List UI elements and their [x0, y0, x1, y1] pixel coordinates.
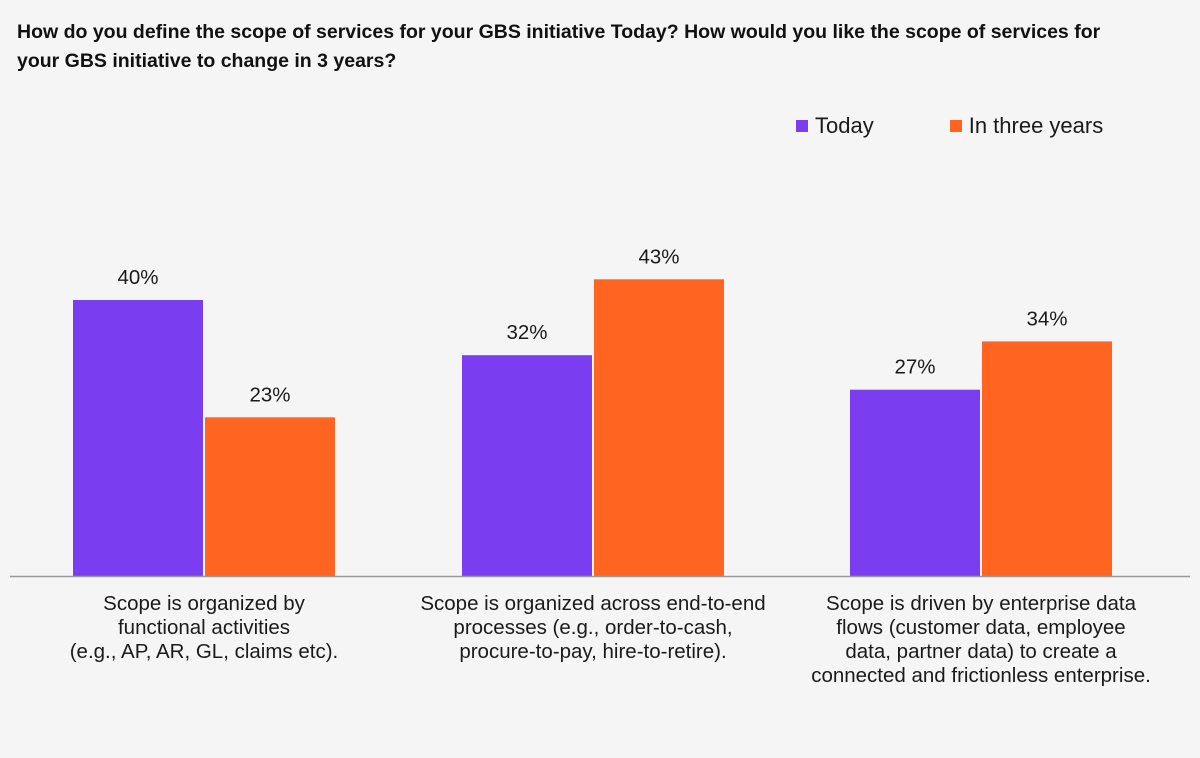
bar-in-three-years-0 — [205, 417, 335, 576]
bar-today-0 — [73, 300, 203, 576]
data-label-in-three-years-0: 23% — [249, 383, 290, 406]
legend: Today In three years — [796, 113, 1103, 139]
bar-in-three-years-1 — [594, 279, 724, 576]
data-label-today-0: 40% — [117, 266, 158, 289]
category-label-data-flows: Scope is driven by enterprise data flows… — [811, 592, 1151, 687]
category-label-end-to-end: Scope is organized across end-to-end pro… — [420, 592, 766, 663]
legend-item-today: Today — [796, 113, 874, 139]
legend-label-in-three-years: In three years — [968, 113, 1104, 138]
bar-today-1 — [462, 355, 592, 576]
legend-label-today: Today — [815, 113, 874, 138]
data-label-today-2: 27% — [894, 356, 935, 379]
data-label-today-1: 32% — [506, 321, 547, 344]
legend-swatch-today — [796, 120, 808, 132]
legend-item-in-three-years: In three years — [949, 113, 1104, 139]
category-label-functional: Scope is organized by functional activit… — [69, 592, 339, 663]
legend-swatch-in-three-years — [949, 120, 962, 132]
data-label-in-three-years-1: 43% — [638, 245, 679, 268]
chart-title: How do you define the scope of services … — [17, 21, 1101, 72]
bar-in-three-years-2 — [982, 341, 1112, 576]
bar-today-2 — [850, 389, 980, 576]
data-label-in-three-years-2: 34% — [1026, 307, 1067, 330]
